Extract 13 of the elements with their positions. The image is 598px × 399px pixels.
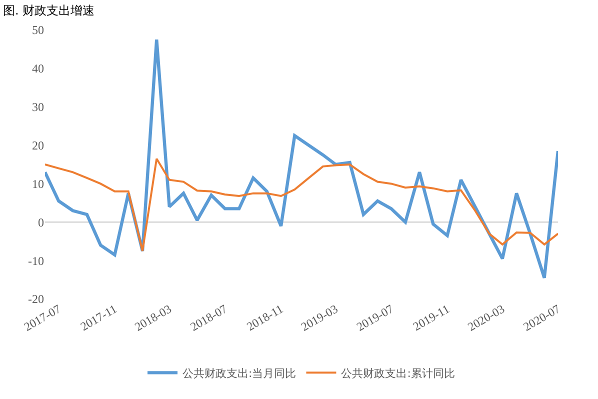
y-tick-label: 50 (32, 23, 44, 38)
y-tick-label: -20 (28, 292, 44, 306)
y-tick-label: 20 (32, 138, 44, 152)
y-tick-label: 0 (38, 215, 44, 230)
line-series (45, 158, 558, 252)
line-series (45, 38, 558, 280)
y-tick-label: -10 (28, 254, 44, 268)
legend-label: 公共财政支出:当月同比 (182, 366, 296, 380)
y-tick-label: 30 (32, 100, 44, 114)
legend-label: 公共财政支出:累计同比 (341, 366, 455, 380)
chart-title: 图. 财政支出增速 (2, 3, 95, 18)
y-tick-label: 10 (32, 176, 44, 191)
y-tick-label: 40 (32, 62, 44, 76)
